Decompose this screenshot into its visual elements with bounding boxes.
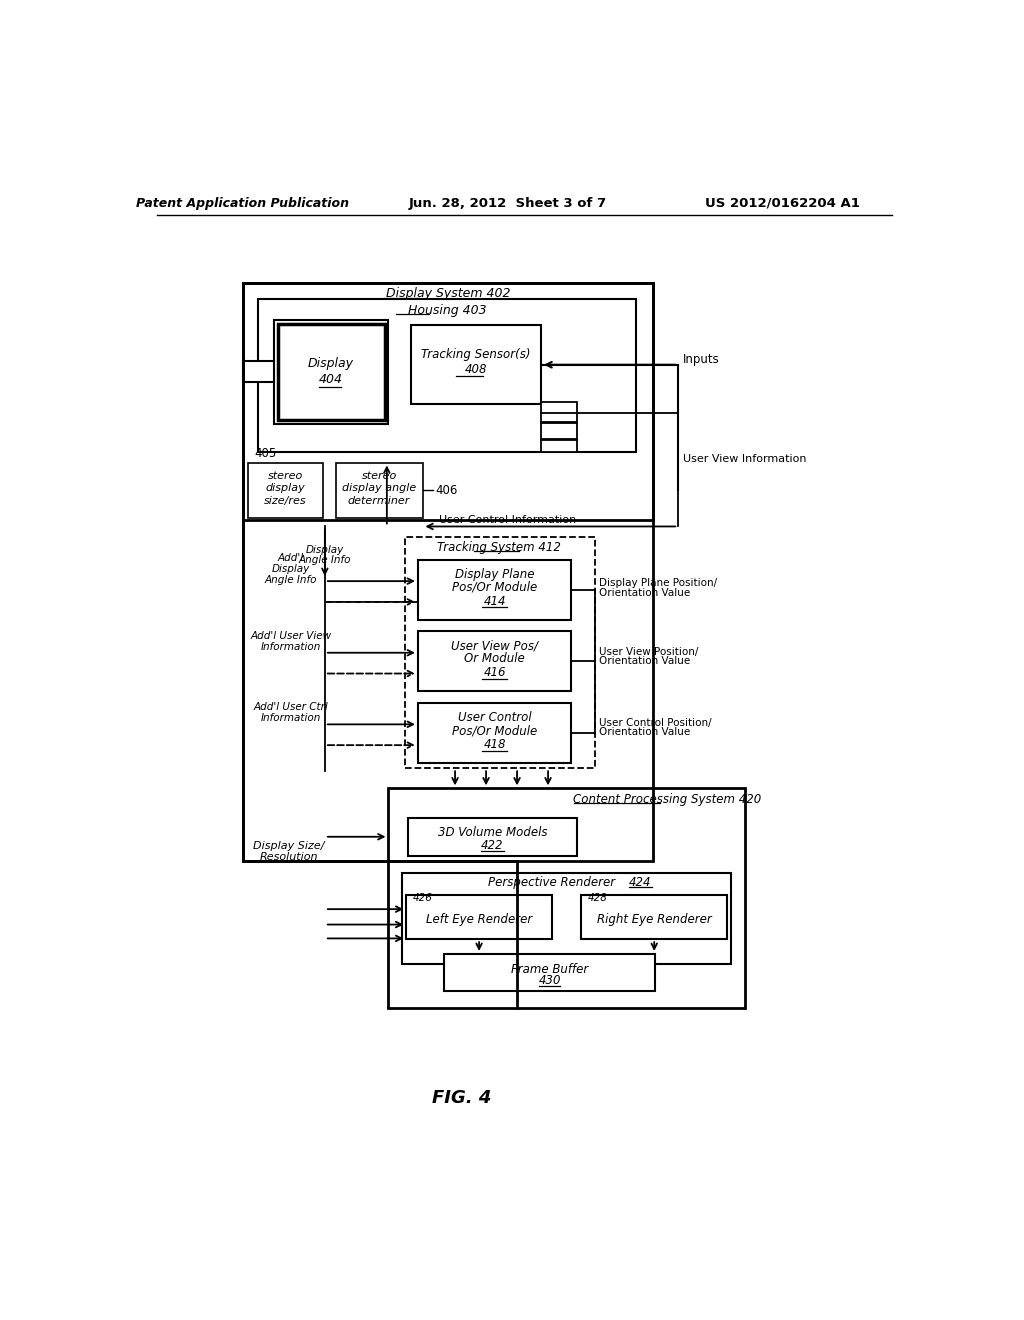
Bar	[411, 326, 541, 404]
Text: determiner: determiner	[348, 496, 411, 506]
Text: Add'l: Add'l	[278, 553, 304, 564]
Text: Angle Info: Angle Info	[299, 554, 351, 565]
Text: Resolution: Resolution	[260, 851, 318, 862]
Text: Display: Display	[271, 564, 310, 574]
Text: 418: 418	[483, 738, 506, 751]
Text: User Control: User Control	[458, 711, 531, 723]
Text: Left Eye Renderer: Left Eye Renderer	[426, 913, 532, 927]
Text: Jun. 28, 2012  Sheet 3 of 7: Jun. 28, 2012 Sheet 3 of 7	[409, 197, 607, 210]
Bar	[418, 702, 571, 763]
Bar	[243, 284, 653, 520]
Bar	[273, 321, 388, 424]
Text: Display Plane Position/: Display Plane Position/	[599, 578, 718, 589]
Bar	[248, 462, 324, 517]
Text: Housing 403: Housing 403	[408, 304, 486, 317]
Bar	[541, 441, 577, 451]
Text: Display Size/: Display Size/	[254, 841, 325, 851]
Text: 406: 406	[435, 483, 458, 496]
Bar	[258, 300, 636, 451]
Text: Display: Display	[306, 545, 344, 554]
Text: Add'l User Ctrl: Add'l User Ctrl	[253, 702, 328, 713]
Bar	[407, 895, 552, 940]
Bar	[408, 817, 577, 857]
Bar	[243, 284, 653, 861]
Text: User View Position/: User View Position/	[599, 647, 698, 657]
Text: Display System 402: Display System 402	[386, 288, 510, 301]
Text: User View Pos/: User View Pos/	[452, 639, 538, 652]
Bar	[418, 560, 571, 619]
Text: display angle: display angle	[342, 483, 416, 492]
Text: Angle Info: Angle Info	[264, 574, 317, 585]
Text: Orientation Value: Orientation Value	[599, 727, 690, 737]
Text: Perspective Renderer: Perspective Renderer	[487, 876, 614, 890]
Bar	[388, 788, 744, 1007]
Text: display: display	[265, 483, 305, 492]
Text: User Control Position/: User Control Position/	[599, 718, 712, 727]
Text: Inputs: Inputs	[683, 352, 720, 366]
Bar	[336, 462, 423, 517]
Text: 430: 430	[539, 974, 561, 987]
Text: 408: 408	[465, 363, 487, 376]
Text: 426: 426	[413, 894, 432, 903]
Text: 424: 424	[629, 876, 651, 890]
Text: Add'l User View: Add'l User View	[250, 631, 332, 640]
Text: Display Plane: Display Plane	[455, 568, 535, 581]
Text: Information: Information	[260, 642, 321, 652]
Text: 3D Volume Models: 3D Volume Models	[437, 826, 547, 840]
Text: size/res: size/res	[264, 496, 306, 506]
Text: 414: 414	[483, 594, 506, 607]
Text: 428: 428	[588, 894, 607, 903]
Text: Orientation Value: Orientation Value	[599, 587, 690, 598]
Text: Tracking Sensor(s): Tracking Sensor(s)	[421, 348, 530, 362]
Text: User Control Information: User Control Information	[439, 515, 577, 525]
Text: Tracking System 412: Tracking System 412	[437, 541, 561, 554]
Bar	[541, 401, 577, 422]
Bar	[404, 537, 595, 768]
Text: Frame Buffer: Frame Buffer	[511, 962, 588, 975]
Bar	[541, 424, 577, 438]
Bar	[444, 954, 655, 991]
Text: Pos/Or Module: Pos/Or Module	[452, 723, 538, 737]
Bar	[243, 360, 273, 383]
Text: Pos/Or Module: Pos/Or Module	[452, 581, 538, 594]
Text: FIG. 4: FIG. 4	[431, 1089, 490, 1106]
Bar	[418, 631, 571, 692]
Text: stereo: stereo	[267, 471, 303, 482]
Bar	[402, 873, 731, 964]
Text: Content Processing System 420: Content Processing System 420	[573, 792, 762, 805]
Text: Patent Application Publication: Patent Application Publication	[136, 197, 349, 210]
Text: User View Information: User View Information	[683, 454, 807, 463]
Text: 416: 416	[483, 667, 506, 680]
Text: Display: Display	[308, 358, 354, 371]
Text: Right Eye Renderer: Right Eye Renderer	[597, 913, 712, 927]
Text: US 2012/0162204 A1: US 2012/0162204 A1	[706, 197, 860, 210]
Bar	[582, 895, 727, 940]
Text: 404: 404	[319, 372, 343, 385]
Text: 422: 422	[481, 838, 504, 851]
Text: Orientation Value: Orientation Value	[599, 656, 690, 667]
Text: 405: 405	[254, 446, 276, 459]
Text: Information: Information	[260, 713, 321, 723]
Bar	[278, 323, 385, 420]
Text: stereo: stereo	[361, 471, 396, 482]
Text: Or Module: Or Module	[464, 652, 525, 665]
